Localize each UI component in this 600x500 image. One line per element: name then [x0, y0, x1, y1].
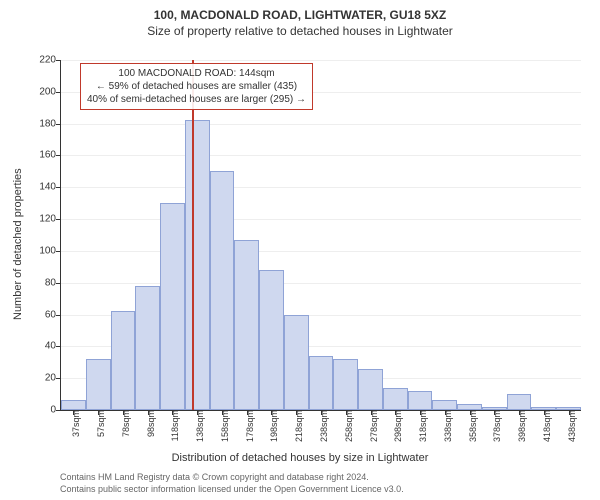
ytick-label: 220	[26, 55, 61, 66]
histogram-bar	[309, 356, 334, 410]
gridline	[61, 219, 581, 220]
y-axis-label: Number of detached properties	[12, 168, 24, 320]
histogram-bar	[432, 400, 457, 410]
gridline	[61, 124, 581, 125]
xtick-label: 318sqm	[416, 410, 428, 442]
xtick-label: 338sqm	[441, 410, 453, 442]
gridline	[61, 187, 581, 188]
ytick-label: 180	[26, 118, 61, 129]
plot-area: 02040608010012014016018020022037sqm57sqm…	[60, 60, 581, 411]
histogram-bar	[408, 391, 433, 410]
annotation-line3: 40% of semi-detached houses are larger (…	[87, 93, 306, 106]
chart-subtitle: Size of property relative to detached ho…	[0, 24, 600, 38]
ytick-label: 60	[26, 309, 61, 320]
gridline	[61, 155, 581, 156]
gridline	[61, 60, 581, 61]
xtick-label: 218sqm	[292, 410, 304, 442]
ytick-label: 0	[26, 405, 61, 416]
xtick-label: 118sqm	[168, 410, 180, 441]
histogram-bar	[86, 359, 111, 410]
footer-line1: Contains HM Land Registry data © Crown c…	[60, 472, 404, 484]
xtick-label: 418sqm	[540, 410, 552, 442]
histogram-bar	[383, 388, 408, 410]
histogram-bar	[333, 359, 358, 410]
xtick-label: 158sqm	[218, 410, 230, 442]
histogram-bar	[507, 394, 532, 410]
histogram-bar	[61, 400, 86, 410]
gridline	[61, 251, 581, 252]
annotation-line2: ← 59% of detached houses are smaller (43…	[87, 80, 306, 93]
ytick-label: 120	[26, 214, 61, 225]
xtick-label: 238sqm	[317, 410, 329, 442]
ytick-label: 40	[26, 341, 61, 352]
histogram-bar	[234, 240, 259, 410]
xtick-label: 98sqm	[144, 410, 156, 437]
xtick-label: 378sqm	[490, 410, 502, 442]
x-axis-label: Distribution of detached houses by size …	[0, 452, 600, 464]
xtick-label: 438sqm	[565, 410, 577, 442]
ytick-label: 140	[26, 182, 61, 193]
xtick-label: 258sqm	[342, 410, 354, 442]
xtick-label: 57sqm	[94, 410, 106, 437]
xtick-label: 178sqm	[243, 410, 255, 442]
xtick-label: 78sqm	[119, 410, 131, 437]
xtick-label: 138sqm	[193, 410, 205, 442]
annotation-box: 100 MACDONALD ROAD: 144sqm ← 59% of deta…	[80, 63, 313, 110]
histogram-bar	[259, 270, 284, 410]
histogram-bar	[160, 203, 185, 410]
ytick-label: 80	[26, 277, 61, 288]
xtick-label: 398sqm	[515, 410, 527, 442]
histogram-bar	[210, 171, 235, 410]
footer-line2: Contains public sector information licen…	[60, 484, 404, 496]
histogram-bar	[185, 120, 210, 410]
annotation-line1: 100 MACDONALD ROAD: 144sqm	[87, 67, 306, 80]
chart-title: 100, MACDONALD ROAD, LIGHTWATER, GU18 5X…	[0, 8, 600, 22]
histogram-bar	[135, 286, 160, 410]
histogram-bar	[358, 369, 383, 410]
xtick-label: 198sqm	[267, 410, 279, 442]
footer-text: Contains HM Land Registry data © Crown c…	[60, 472, 404, 495]
xtick-label: 358sqm	[466, 410, 478, 442]
xtick-label: 37sqm	[69, 410, 81, 437]
ytick-label: 20	[26, 373, 61, 384]
xtick-label: 278sqm	[367, 410, 379, 442]
xtick-label: 298sqm	[391, 410, 403, 442]
ytick-label: 200	[26, 86, 61, 97]
reference-line	[192, 60, 194, 410]
histogram-bar	[111, 311, 136, 410]
histogram-bar	[284, 315, 309, 410]
ytick-label: 100	[26, 245, 61, 256]
gridline	[61, 283, 581, 284]
ytick-label: 160	[26, 150, 61, 161]
